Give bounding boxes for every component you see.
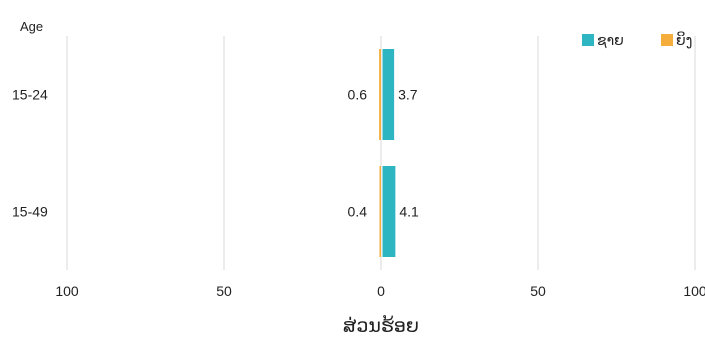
x-tick-label: 50 bbox=[530, 283, 546, 299]
x-tick-label: 0 bbox=[377, 283, 385, 299]
data-label-male: 3.7 bbox=[398, 87, 418, 103]
bar-male bbox=[382, 166, 396, 257]
x-tick-label: 50 bbox=[216, 283, 232, 299]
data-labels: 0.6 3.7 0.4 4.1 bbox=[348, 87, 420, 220]
data-label-female: 0.6 bbox=[348, 87, 368, 103]
legend: ຊາຍ ຍິງ bbox=[582, 31, 692, 49]
bar-male bbox=[382, 49, 395, 140]
x-tick-label: 100 bbox=[55, 283, 79, 299]
bar-female bbox=[379, 49, 381, 140]
legend-label: ຍິງ bbox=[676, 31, 692, 48]
x-axis-ticks: 100 50 0 50 100 bbox=[55, 283, 705, 299]
corner-label: Age bbox=[20, 19, 43, 34]
bars bbox=[379, 49, 396, 257]
category-label: 15-49 bbox=[12, 204, 48, 220]
legend-swatch bbox=[661, 34, 673, 46]
bar-female bbox=[379, 166, 381, 257]
category-labels: 15-24 15-49 bbox=[12, 87, 48, 220]
legend-swatch bbox=[582, 34, 594, 46]
data-label-female: 0.4 bbox=[348, 204, 368, 220]
category-label: 15-24 bbox=[12, 87, 48, 103]
data-label-male: 4.1 bbox=[399, 204, 419, 220]
x-axis-title: ສ່ວນຮ້ອຍ bbox=[343, 315, 419, 337]
x-tick-label: 100 bbox=[683, 283, 705, 299]
legend-label: ຊາຍ bbox=[597, 32, 624, 49]
